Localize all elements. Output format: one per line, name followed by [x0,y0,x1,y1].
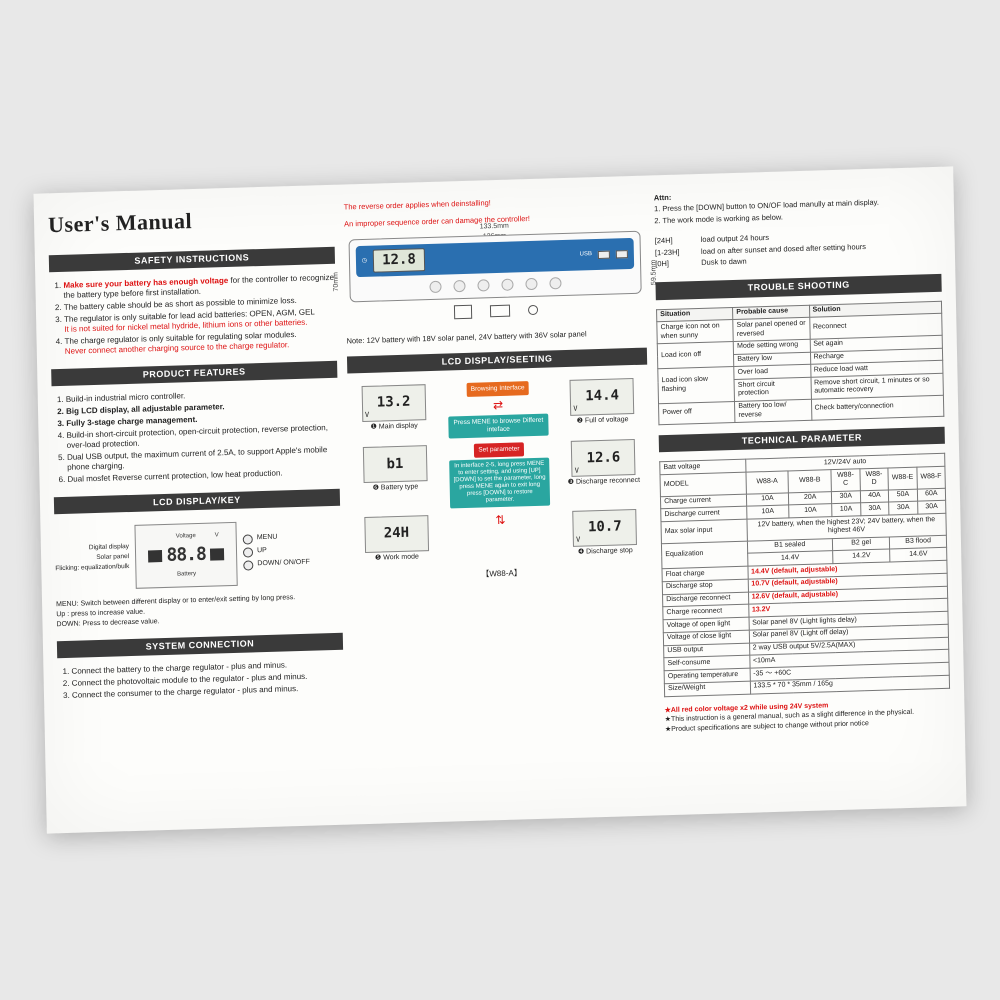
dev-btn [525,278,537,290]
lcd-box: VoltageV 88.8 Battery [135,522,238,589]
dim-h2: 59.5mm [650,259,659,285]
footnotes: ★All red color voltage x2 while using 24… [664,698,950,736]
arrow-icon: ⇅ [495,513,505,528]
bulb-icon [528,305,538,315]
features-header: PRODUCT FEATURES [51,361,337,387]
device-note: Note: 12V battery with 18V solar panel, … [346,328,646,346]
wiring-row [350,300,642,323]
lbl-battery: Battery [177,571,196,579]
lcd-dstop: 10.7V [573,509,638,547]
h-123: [1-23H] [655,247,695,258]
column-left: User's Manual SAFETY INSTRUCTIONS Make s… [48,203,347,819]
dev-btn [549,277,561,289]
lcdkey-diagram: Digital display Solar panel Flicking: eq… [54,519,341,591]
clock-icon: ◷ [362,258,367,266]
pill-press: Press MENE to browse Differet inteface [448,414,549,439]
dev-btn [453,280,465,292]
cap-1: ❶ Main display [371,422,418,432]
tech-table: Batt voltage12V/24V auto MODEL W88-AW88-… [659,453,950,697]
lcdkey-header: LCD DISPLAY/KEY [54,489,340,515]
dim-w1: 133.5mm [480,222,509,232]
cap-6: ❻ Battery type [373,484,419,494]
h-24: [24H] [655,235,695,246]
warn-reverse: The reverse order applies when deinstall… [344,194,644,212]
lcd-main: 13.2V [361,384,426,422]
dev-btn [429,281,441,293]
device-buttons [356,275,634,295]
lbl-voltage: Voltage [176,533,196,541]
down-lbl: DOWN/ ON/OFF [257,559,310,569]
column-middle: The reverse order applies when deinstall… [344,194,657,811]
usb-icon [598,250,610,258]
device-face: ◷ 12.8 USB [356,238,635,278]
battery-icon [490,305,510,318]
trouble-table: Situation Probable cause Solution Charge… [656,300,944,425]
manual-sheet: User's Manual SAFETY INSTRUCTIONS Make s… [33,166,966,833]
down-btn-icon [243,560,253,570]
up-lbl: UP [257,547,267,556]
lcd-drec: 12.6V [571,439,636,477]
sysconn-list: Connect the battery to the charge regula… [57,658,344,702]
cap-3: ❸ Discharge reconnect [568,477,641,488]
features-list: Build-in industrial micro controller. Bi… [52,387,340,487]
panel-icon [454,305,472,320]
lcd-digits: 88.8 [166,544,206,568]
cap-5: ❺ Work mode [375,553,419,563]
safety-header: SAFETY INSTRUCTIONS [49,246,335,272]
device-body: ◷ 12.8 USB [348,230,641,302]
safety-list: Make sure your battery has enough voltag… [49,273,336,359]
load-icon [210,548,224,560]
manual-title: User's Manual [48,203,334,239]
usb-icon-2 [616,250,628,258]
trouble-header: TROUBLE SHOOTING [656,274,942,300]
cap-2: ❷ Full of voltage [577,416,629,426]
usb-label: USB [580,251,592,259]
lcdset-header: LCD DISPLAY/SEETING [347,347,647,373]
dev-btn [501,279,513,291]
lcdkey-notes: MENU: Switch between different display o… [56,593,342,631]
pill-inst: In interface 2-5, long press MENE to ent… [449,458,551,508]
device-diagram: 133.5mm 126mm 70mm 59.5mm ◷ 12.8 USB [348,230,642,322]
column-right: Attn: 1. Press the [DOWN] button to ON/O… [654,185,953,801]
dev-btn [477,279,489,291]
arrow-icon: ⇄ [493,398,503,413]
pill-set: Set parameter [474,443,523,459]
tech-header: TECHNICAL PARAMETER [659,427,945,453]
key-legend: MENU UP DOWN/ ON/OFF [243,532,310,573]
dim-h1: 70mm [332,271,341,291]
menu-lbl: MENU [257,534,278,543]
lcd-setting-grid: 13.2V ❶ Main display Browsing Interface … [347,377,651,563]
lbl-flick: Flicking: equalization/bulk [55,562,129,575]
menu-btn-icon [243,534,253,544]
lcd-workmode: 24H [364,515,429,553]
cap-4: ❹ Discharge stop [578,547,633,557]
model-tag: 【W88-A】 [351,565,651,584]
sysconn-header: SYSTEM CONNECTION [57,632,343,658]
lcd-full: 14.4V [570,378,635,416]
lcd-btype: b1 [363,445,428,483]
device-screen: 12.8 [373,248,425,273]
h-0: [0H] [655,258,695,269]
hours-modes: [24H]load output 24 hours [1-23H]load on… [655,228,941,269]
solar-icon [148,550,162,562]
attn-block: Attn: 1. Press the [DOWN] button to ON/O… [654,185,941,228]
pill-browse: Browsing Interface [467,381,529,397]
up-btn-icon [243,547,253,557]
